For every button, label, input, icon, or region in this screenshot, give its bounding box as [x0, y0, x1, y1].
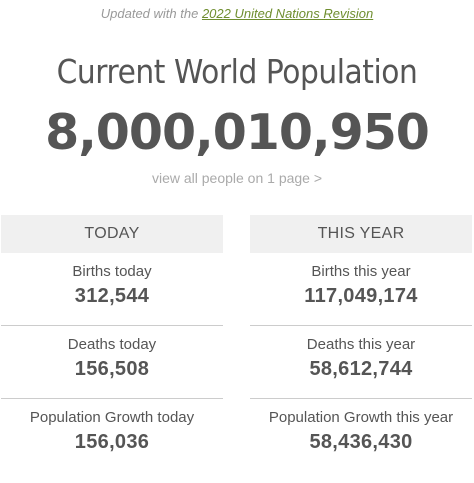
- un-revision-link[interactable]: 2022 United Nations Revision: [201, 6, 374, 21]
- growth-today-value: 156,036: [74, 431, 150, 453]
- this-year-header: THIS YEAR: [250, 215, 472, 253]
- growth-year-value: 58,436,430: [309, 431, 413, 453]
- growth-today-label: Population Growth today: [29, 409, 195, 426]
- today-header: TODAY: [1, 215, 223, 253]
- growth-year-label: Population Growth this year: [268, 409, 454, 426]
- births-today-value: 312,544: [74, 285, 150, 307]
- this-year-column: THIS YEAR Births this year 117,049,174 D…: [250, 215, 472, 472]
- births-year-label: Births this year: [311, 263, 411, 280]
- population-counter: 8,000,010,950: [45, 104, 430, 161]
- view-all-link[interactable]: view all people on 1 page >: [151, 170, 323, 186]
- births-year-value: 117,049,174: [304, 285, 418, 307]
- deaths-today-stat: Deaths today 156,508: [1, 326, 223, 399]
- deaths-year-value: 58,612,744: [309, 358, 413, 380]
- deaths-today-label: Deaths today: [67, 336, 157, 353]
- updated-note: Updated with the 2022 United Nations Rev…: [0, 6, 474, 21]
- deaths-year-stat: Deaths this year 58,612,744: [250, 326, 472, 399]
- today-column: TODAY Births today 312,544 Deaths today …: [1, 215, 223, 472]
- updated-prefix: Updated with the: [100, 6, 202, 21]
- births-year-stat: Births this year 117,049,174: [250, 253, 472, 326]
- deaths-today-value: 156,508: [74, 358, 150, 380]
- growth-today-stat: Population Growth today 156,036: [1, 399, 223, 472]
- births-today-label: Births today: [72, 263, 152, 280]
- deaths-year-label: Deaths this year: [306, 336, 416, 353]
- page-title: Current World Population: [56, 52, 418, 91]
- growth-year-stat: Population Growth this year 58,436,430: [250, 399, 472, 472]
- births-today-stat: Births today 312,544: [1, 253, 223, 326]
